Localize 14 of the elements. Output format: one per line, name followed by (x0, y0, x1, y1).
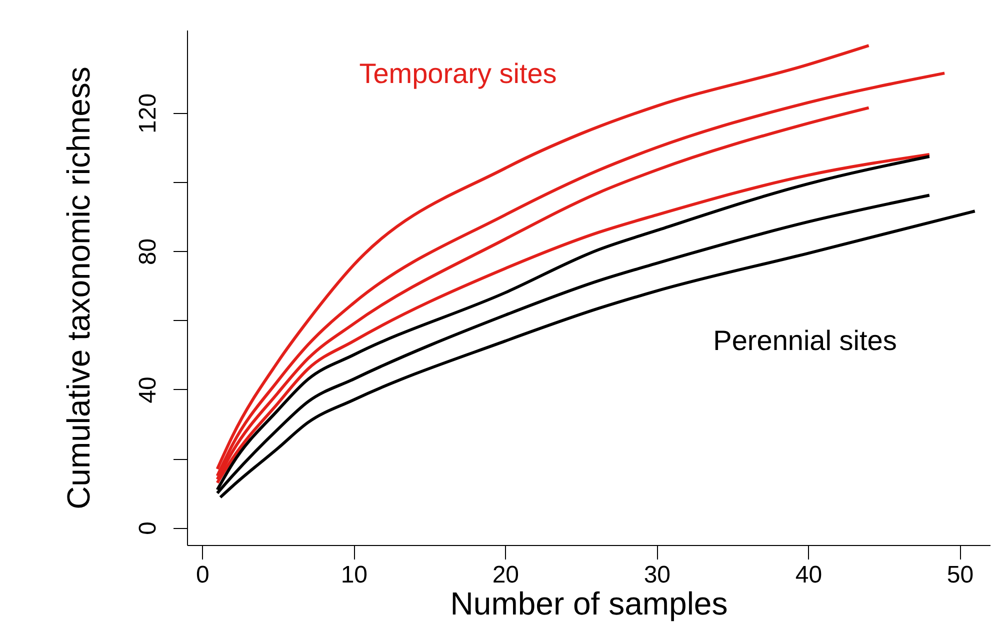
y-axis-title: Cumulative taxonomic richness (60, 66, 96, 510)
x-tick-label: 0 (196, 562, 210, 588)
y-tick-label: 40 (134, 376, 162, 404)
y-tick-label: 80 (134, 238, 162, 266)
x-tick-label: 50 (946, 562, 974, 588)
y-tick-label: 0 (134, 522, 162, 535)
x-tick-label: 40 (795, 562, 822, 588)
y-tick-label: 120 (134, 93, 162, 134)
annotation: Temporary sites (359, 58, 557, 89)
x-tick-label: 10 (340, 562, 368, 588)
x-tick-label: 20 (492, 562, 520, 588)
annotation: Perennial sites (713, 325, 897, 356)
x-tick-label: 30 (644, 562, 671, 588)
x-axis-title: Number of samples (450, 586, 728, 622)
